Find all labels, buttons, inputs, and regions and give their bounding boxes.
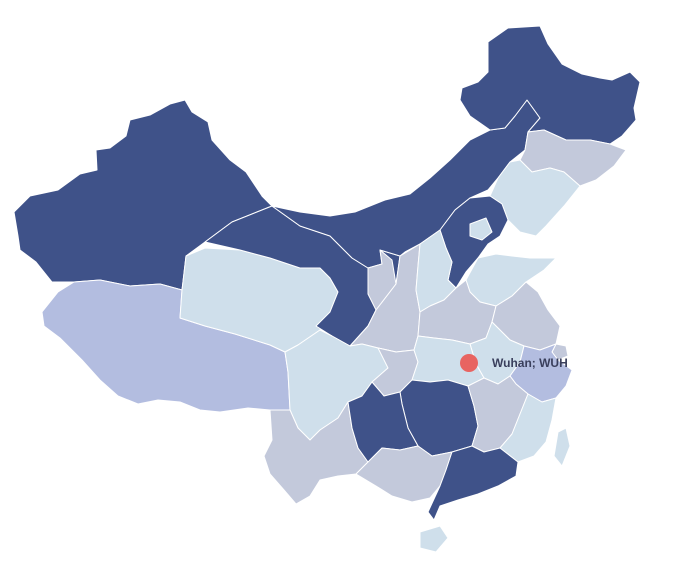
city-marker[interactable]: Wuhan; WUH — [460, 354, 568, 372]
regions-layer — [13, 25, 641, 553]
location-dot-icon[interactable] — [460, 354, 478, 372]
region-beijing[interactable] — [469, 217, 493, 241]
city-label: Wuhan; WUH — [492, 356, 568, 370]
region-guangdong[interactable] — [427, 445, 519, 521]
region-hainan[interactable] — [419, 525, 449, 553]
region-fujian[interactable] — [499, 393, 557, 463]
region-guizhou[interactable] — [347, 381, 419, 463]
region-heilongjiang[interactable] — [459, 25, 641, 145]
region-taiwan[interactable] — [553, 427, 571, 467]
